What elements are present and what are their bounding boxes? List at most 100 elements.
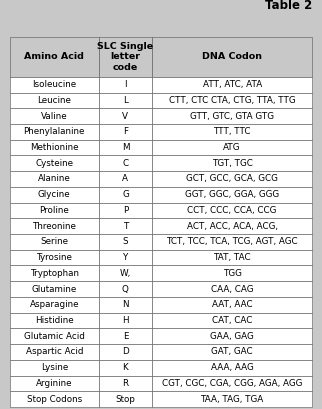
Bar: [10, 92, 99, 108]
Text: Cysteine: Cysteine: [35, 159, 73, 168]
Text: GTT, GTC, GTA GTG: GTT, GTC, GTA GTG: [190, 112, 274, 121]
Bar: [99, 265, 152, 281]
Text: G: G: [122, 190, 129, 199]
Text: ACT, ACC, ACA, ACG,: ACT, ACC, ACA, ACG,: [187, 222, 278, 231]
Bar: [99, 328, 152, 344]
Bar: [99, 360, 152, 375]
Bar: [99, 218, 152, 234]
Text: Histidine: Histidine: [35, 316, 74, 325]
Bar: [152, 250, 312, 265]
Text: Methionine: Methionine: [30, 143, 79, 152]
Text: Stop: Stop: [116, 395, 135, 404]
Text: Aspartic Acid: Aspartic Acid: [25, 347, 83, 356]
Bar: [152, 312, 312, 328]
Bar: [152, 108, 312, 124]
Text: Glycine: Glycine: [38, 190, 71, 199]
Bar: [99, 250, 152, 265]
Text: DNA Codon: DNA Codon: [202, 52, 262, 61]
Bar: [99, 202, 152, 218]
Text: TCT, TCC, TCA, TCG, AGT, AGC: TCT, TCC, TCA, TCG, AGT, AGC: [166, 237, 298, 246]
Text: V: V: [122, 112, 128, 121]
Text: AAA, AAG: AAA, AAG: [211, 363, 253, 372]
Bar: [152, 328, 312, 344]
Text: R: R: [122, 379, 128, 388]
Bar: [99, 281, 152, 297]
Bar: [152, 124, 312, 140]
Text: Q: Q: [122, 285, 129, 294]
Text: AAT, AAC: AAT, AAC: [212, 300, 252, 309]
Bar: [10, 281, 99, 297]
Bar: [10, 218, 99, 234]
Text: I: I: [124, 80, 127, 89]
Text: GGT, GGC, GGA, GGG: GGT, GGC, GGA, GGG: [185, 190, 279, 199]
Text: ATT, ATC, ATA: ATT, ATC, ATA: [203, 80, 262, 89]
Text: CTT, CTC CTA, CTG, TTA, TTG: CTT, CTC CTA, CTG, TTA, TTG: [169, 96, 296, 105]
Bar: [99, 344, 152, 360]
Text: Tryptophan: Tryptophan: [30, 269, 79, 278]
Text: CCT, CCC, CCA, CCG: CCT, CCC, CCA, CCG: [187, 206, 277, 215]
Bar: [10, 328, 99, 344]
Bar: [99, 312, 152, 328]
Bar: [152, 360, 312, 375]
Text: Proline: Proline: [39, 206, 69, 215]
Text: Valine: Valine: [41, 112, 68, 121]
Bar: [10, 250, 99, 265]
Bar: [152, 218, 312, 234]
Text: P: P: [123, 206, 128, 215]
Bar: [152, 155, 312, 171]
Text: GAT, GAC: GAT, GAC: [211, 347, 253, 356]
Text: TAT, TAC: TAT, TAC: [213, 253, 251, 262]
Bar: [99, 124, 152, 140]
Bar: [99, 108, 152, 124]
Text: C: C: [122, 159, 128, 168]
Text: TGG: TGG: [223, 269, 242, 278]
Text: K: K: [123, 363, 128, 372]
Text: Table 2: Table 2: [265, 0, 312, 12]
Bar: [152, 202, 312, 218]
Bar: [99, 187, 152, 202]
Text: Glutamine: Glutamine: [32, 285, 77, 294]
Text: Arginine: Arginine: [36, 379, 72, 388]
Bar: [10, 265, 99, 281]
Text: S: S: [123, 237, 128, 246]
Text: W,: W,: [120, 269, 131, 278]
Text: Amino Acid: Amino Acid: [24, 52, 84, 61]
Bar: [10, 140, 99, 155]
Bar: [99, 297, 152, 312]
Bar: [152, 171, 312, 187]
Text: Phenylalanine: Phenylalanine: [24, 127, 85, 136]
Bar: [10, 297, 99, 312]
Text: N: N: [122, 300, 129, 309]
Bar: [152, 140, 312, 155]
Bar: [10, 124, 99, 140]
Text: Y: Y: [123, 253, 128, 262]
Bar: [99, 234, 152, 250]
Bar: [152, 281, 312, 297]
Bar: [99, 155, 152, 171]
Bar: [99, 140, 152, 155]
Text: SLC Single
letter
code: SLC Single letter code: [97, 42, 154, 72]
Bar: [152, 234, 312, 250]
Bar: [10, 77, 99, 92]
Text: H: H: [122, 316, 129, 325]
Text: Isoleucine: Isoleucine: [32, 80, 76, 89]
Bar: [10, 187, 99, 202]
Text: D: D: [122, 347, 129, 356]
Text: CAA, CAG: CAA, CAG: [211, 285, 253, 294]
Bar: [152, 77, 312, 92]
Text: M: M: [122, 143, 129, 152]
Text: TTT, TTC: TTT, TTC: [213, 127, 251, 136]
Text: CGT, CGC, CGA, CGG, AGA, AGG: CGT, CGC, CGA, CGG, AGA, AGG: [162, 379, 302, 388]
Bar: [152, 297, 312, 312]
Text: Glutamic Acid: Glutamic Acid: [24, 332, 85, 341]
Text: A: A: [122, 175, 128, 184]
Bar: [99, 375, 152, 391]
Bar: [152, 92, 312, 108]
Bar: [152, 344, 312, 360]
Bar: [10, 391, 99, 407]
Bar: [10, 108, 99, 124]
Bar: [10, 37, 99, 77]
Text: ATG: ATG: [223, 143, 241, 152]
Text: GCT, GCC, GCA, GCG: GCT, GCC, GCA, GCG: [186, 175, 278, 184]
Bar: [152, 187, 312, 202]
